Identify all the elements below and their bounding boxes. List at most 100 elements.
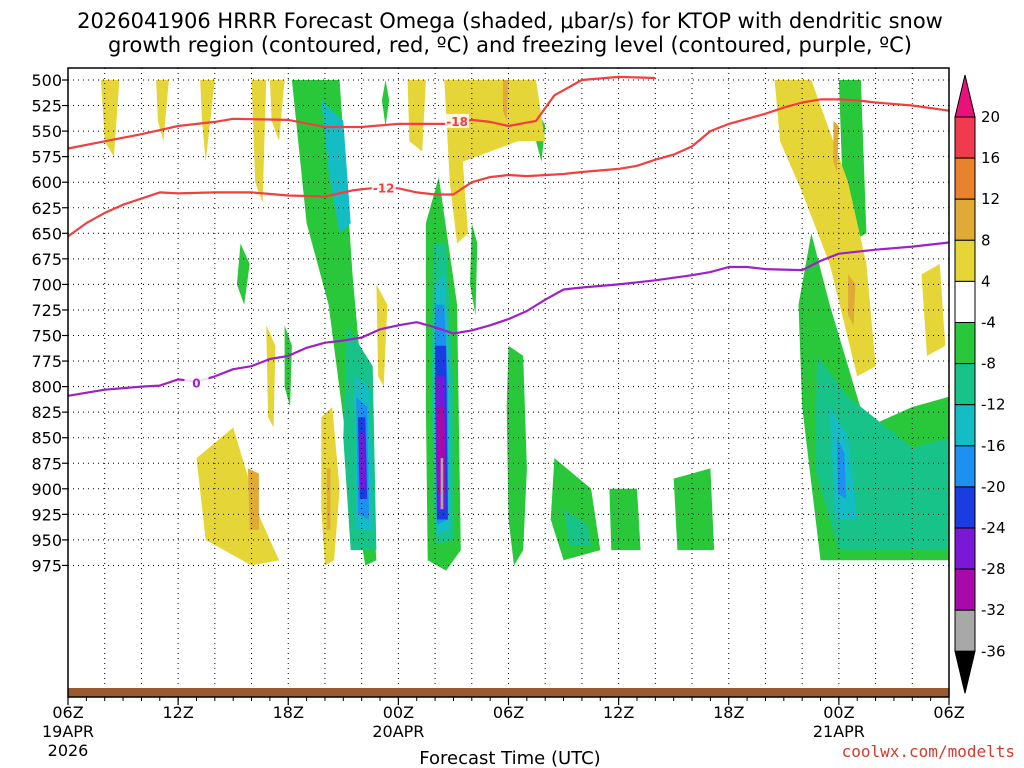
colorbar-bottom-arrow xyxy=(954,650,976,694)
y-tick-label-12: 800 xyxy=(31,378,62,397)
x-tick-label-7: 00Z xyxy=(823,703,854,722)
omega-region-6 xyxy=(358,432,366,489)
colorbar-label-6: -8 xyxy=(981,355,996,373)
credit-text: coolwx.com/modelts xyxy=(842,742,1015,761)
snow-contour-0-label: -18 xyxy=(446,115,468,129)
colorbar-label-3: 8 xyxy=(981,231,991,249)
colorbar-label-7: -12 xyxy=(981,396,1006,414)
omega-region-22 xyxy=(563,509,592,545)
colorbar-label-13: -36 xyxy=(981,642,1006,660)
colorbar-swatch-5 xyxy=(954,322,976,365)
y-tick-label-10: 750 xyxy=(31,327,62,346)
colorbar-swatch-9 xyxy=(954,486,976,529)
colorbar-swatch-7 xyxy=(954,404,976,447)
omega-region-44 xyxy=(449,141,465,193)
omega-region-20 xyxy=(506,345,527,566)
omega-region-24 xyxy=(673,468,715,551)
x-tick-date-0: 19APR xyxy=(42,722,94,741)
snow-contour-1-label: -12 xyxy=(373,181,395,195)
y-tick-label-17: 925 xyxy=(31,505,62,524)
chart-title-line2: growth region (contoured, red, ºC) and f… xyxy=(108,33,912,57)
colorbar-swatch-6 xyxy=(954,363,976,406)
chart-title-line1: 2026041906 HRRR Forecast Omega (shaded, … xyxy=(77,9,943,33)
y-tick-label-8: 700 xyxy=(31,275,62,294)
omega-region-18 xyxy=(470,223,478,316)
colorbar-label-5: -4 xyxy=(981,314,996,332)
y-tick-label-7: 675 xyxy=(31,250,62,269)
omega-region-14 xyxy=(440,458,444,510)
omega-region-43 xyxy=(376,284,388,387)
x-tick-date-7: 21APR xyxy=(813,722,865,741)
colorbar-label-11: -28 xyxy=(981,560,1006,578)
y-tick-label-9: 725 xyxy=(31,301,62,320)
y-tick-label-15: 875 xyxy=(31,454,62,473)
colorbar-label-9: -20 xyxy=(981,478,1006,496)
omega-region-47 xyxy=(848,274,856,326)
x-tick-label-3: 00Z xyxy=(383,703,414,722)
omega-region-39 xyxy=(247,468,259,530)
omega-region-17 xyxy=(236,243,250,305)
y-tick-label-11: 775 xyxy=(31,352,62,371)
omega-region-46 xyxy=(833,120,839,172)
snow-contour-1-line xyxy=(67,98,950,238)
colorbar: 20 16 12 8 4 -4 -8 -12 -16 -20 -24 -28 -32 -36 xyxy=(954,74,1006,694)
omega-region-23 xyxy=(609,488,641,551)
freezing-contour-line xyxy=(67,241,950,397)
x-tick-label-4: 06Z xyxy=(493,703,524,722)
y-tick-label-2: 550 xyxy=(31,122,62,141)
colorbar-label-1: 16 xyxy=(981,149,1000,167)
colorbar-label-0: 20 xyxy=(981,108,1000,126)
colorbar-label-10: -24 xyxy=(981,519,1006,537)
y-tick-label-5: 625 xyxy=(31,199,62,218)
x-tick-year-0: 2026 xyxy=(48,741,89,760)
snow-contour-0-label-bg xyxy=(445,113,470,128)
colorbar-swatch-2 xyxy=(954,198,976,241)
colorbar-swatch-12 xyxy=(954,609,976,652)
colorbar-label-2: 12 xyxy=(981,190,1000,208)
colorbar-top-arrow xyxy=(954,74,976,118)
omega-region-32 xyxy=(200,80,215,162)
omega-region-35 xyxy=(407,80,426,152)
omega-region-31 xyxy=(156,80,169,142)
x-tick-label-2: 18Z xyxy=(273,703,304,722)
freezing-contour-label-bg xyxy=(184,375,209,390)
y-tick-label-16: 900 xyxy=(31,480,62,499)
colorbar-label-8: -16 xyxy=(981,437,1006,455)
colorbar-swatch-4 xyxy=(954,280,976,323)
x-tick-label-0: 06Z xyxy=(52,703,83,722)
y-tick-label-13: 825 xyxy=(31,403,62,422)
omega-region-34 xyxy=(269,80,285,142)
colorbar-swatch-0 xyxy=(954,116,976,159)
ground-strip xyxy=(68,688,949,697)
x-tick-label-1: 12Z xyxy=(162,703,193,722)
omega-region-1 xyxy=(321,100,351,234)
colorbar-swatch-8 xyxy=(954,445,976,488)
colorbar-swatch-11 xyxy=(954,568,976,611)
omega-shading-layer xyxy=(101,80,949,571)
y-tick-label-4: 600 xyxy=(31,173,62,192)
colorbar-label-4: 4 xyxy=(981,272,991,290)
colorbar-swatch-1 xyxy=(954,157,976,200)
colorbar-swatch-3 xyxy=(954,239,976,282)
y-tick-label-18: 950 xyxy=(31,531,62,550)
y-tick-label-14: 850 xyxy=(31,429,62,448)
snow-contour-0-line xyxy=(67,75,656,150)
y-tick-label-19: 975 xyxy=(31,556,62,575)
x-axis-title: Forecast Time (UTC) xyxy=(419,748,600,768)
x-tick-label-5: 12Z xyxy=(603,703,634,722)
omega-region-41 xyxy=(326,468,331,530)
colorbar-swatch-10 xyxy=(954,527,976,570)
snow-contour-1-label-bg xyxy=(371,180,396,195)
contour-layer: -18 -12 0 xyxy=(67,75,950,397)
omega-region-42 xyxy=(266,325,276,428)
x-tick-label-8: 06Z xyxy=(933,703,964,722)
freezing-contour-label: 0 xyxy=(192,377,200,391)
ground-layer xyxy=(68,688,949,697)
omega-region-33 xyxy=(251,80,267,203)
omega-region-15 xyxy=(381,80,390,126)
colorbar-label-12: -32 xyxy=(981,601,1006,619)
y-tick-label-6: 650 xyxy=(31,224,62,243)
omega-region-16 xyxy=(284,325,292,407)
